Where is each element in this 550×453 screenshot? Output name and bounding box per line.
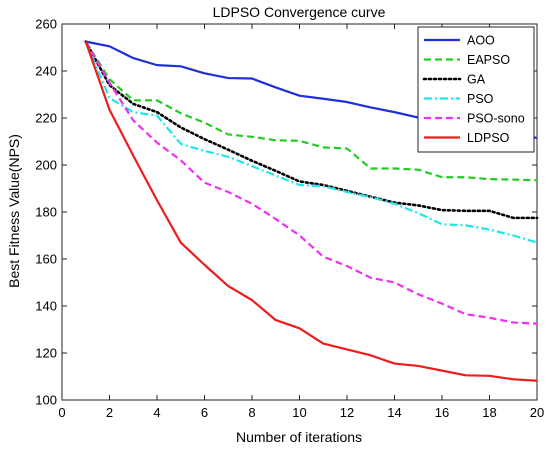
x-tick-label: 6 xyxy=(201,405,208,420)
legend-label-pso-sono: PSO-sono xyxy=(467,112,525,126)
x-tick-label: 20 xyxy=(530,405,544,420)
y-tick-label: 220 xyxy=(35,111,57,126)
legend-label-eapso: EAPSO xyxy=(467,53,510,67)
y-tick-label: 180 xyxy=(35,205,57,220)
series-line-pso-sono xyxy=(84,41,538,325)
series-line-ldpso xyxy=(84,41,538,382)
y-tick-label: 260 xyxy=(35,17,57,32)
y-tick-label: 200 xyxy=(35,158,57,173)
legend-label-aoo: AOO xyxy=(467,34,495,48)
x-axis-label: Number of iterations xyxy=(236,429,362,445)
y-tick-label: 240 xyxy=(35,64,57,79)
x-tick-label: 18 xyxy=(482,405,496,420)
y-tick-label: 140 xyxy=(35,299,57,314)
x-tick-label: 2 xyxy=(106,405,113,420)
legend-label-ldpso: LDPSO xyxy=(467,131,510,145)
series-line-eapso xyxy=(84,41,538,182)
chart-title: LDPSO Convergence curve xyxy=(213,4,386,20)
x-tick-label: 4 xyxy=(153,405,160,420)
y-tick-label: 100 xyxy=(35,393,57,408)
legend-box xyxy=(417,26,535,153)
legend-label-ga: GA xyxy=(467,73,486,87)
x-tick-label: 12 xyxy=(340,405,354,420)
y-axis-label: Best Fitness Value(NPS) xyxy=(6,134,22,288)
x-tick-label: 10 xyxy=(292,405,306,420)
legend: AOO EAPSO GA PSO PSO-sono LDPSO xyxy=(417,26,535,153)
x-tick-label: 16 xyxy=(435,405,449,420)
y-tick-label: 120 xyxy=(35,346,57,361)
x-tick-label: 14 xyxy=(387,405,401,420)
x-tick-label: 8 xyxy=(248,405,255,420)
x-tick-label: 0 xyxy=(58,405,65,420)
series-line-pso xyxy=(84,41,538,244)
y-tick-label: 160 xyxy=(35,252,57,267)
legend-label-pso: PSO xyxy=(467,92,494,106)
series-line-ga xyxy=(84,40,539,220)
